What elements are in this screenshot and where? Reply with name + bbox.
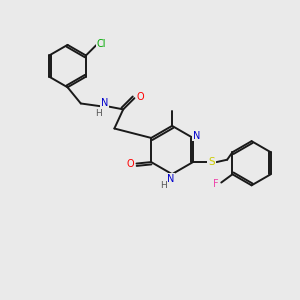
Text: H: H [95,109,102,118]
Text: O: O [136,92,144,102]
Text: N: N [167,174,174,184]
Text: O: O [126,158,134,169]
Text: H: H [160,181,166,190]
Text: F: F [213,179,218,189]
Text: N: N [101,98,108,109]
Text: N: N [193,130,200,141]
Text: S: S [208,157,215,167]
Text: Cl: Cl [97,39,106,49]
